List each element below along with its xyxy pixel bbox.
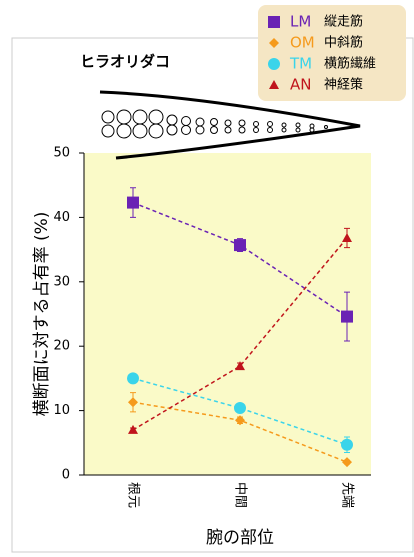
legend-label: 横筋繊維 — [324, 56, 376, 72]
legend-label: 中斜筋 — [324, 35, 363, 51]
x-axis-title: 腕の部位 — [206, 528, 274, 548]
legend-name: TM — [289, 55, 312, 73]
data-point — [127, 196, 139, 209]
y-tick-label: 20 — [53, 339, 70, 354]
data-point — [128, 397, 138, 408]
y-axis-title: 横断面に対する占有率 (%) — [32, 212, 52, 417]
frame — [11, 37, 414, 553]
legend-marker — [268, 58, 280, 70]
chart-title: ヒラオリダコ — [80, 53, 170, 71]
data-point — [128, 424, 138, 434]
data-point — [342, 457, 352, 468]
legend-box — [258, 5, 406, 101]
legend-marker — [269, 38, 279, 48]
y-tick-label: 0 — [62, 468, 70, 483]
legend-marker — [268, 16, 280, 28]
data-point — [341, 438, 353, 451]
y-tick-label: 30 — [53, 274, 70, 289]
data-point — [127, 372, 139, 385]
legend-label: 縦走筋 — [324, 14, 363, 30]
x-tick-label: 根元 — [126, 482, 141, 508]
x-tick-label: 先端 — [340, 482, 355, 508]
x-tick-label: 中間 — [233, 482, 248, 508]
legend-marker — [269, 80, 279, 89]
arm-illustration — [99, 90, 361, 160]
legend-label: 神経策 — [324, 77, 363, 93]
data-point — [234, 239, 246, 252]
legend-name: OM — [290, 34, 315, 52]
legend-name: AN — [290, 76, 311, 94]
legend-name: LM — [290, 13, 311, 31]
y-tick-label: 50 — [53, 146, 70, 161]
y-tick-label: 40 — [53, 210, 70, 225]
series-line — [132, 377, 348, 446]
y-tick-label: 10 — [53, 403, 70, 418]
data-point — [235, 361, 245, 371]
data-point — [341, 310, 353, 323]
data-point — [342, 233, 352, 243]
data-point — [235, 415, 245, 426]
data-point — [234, 402, 246, 415]
